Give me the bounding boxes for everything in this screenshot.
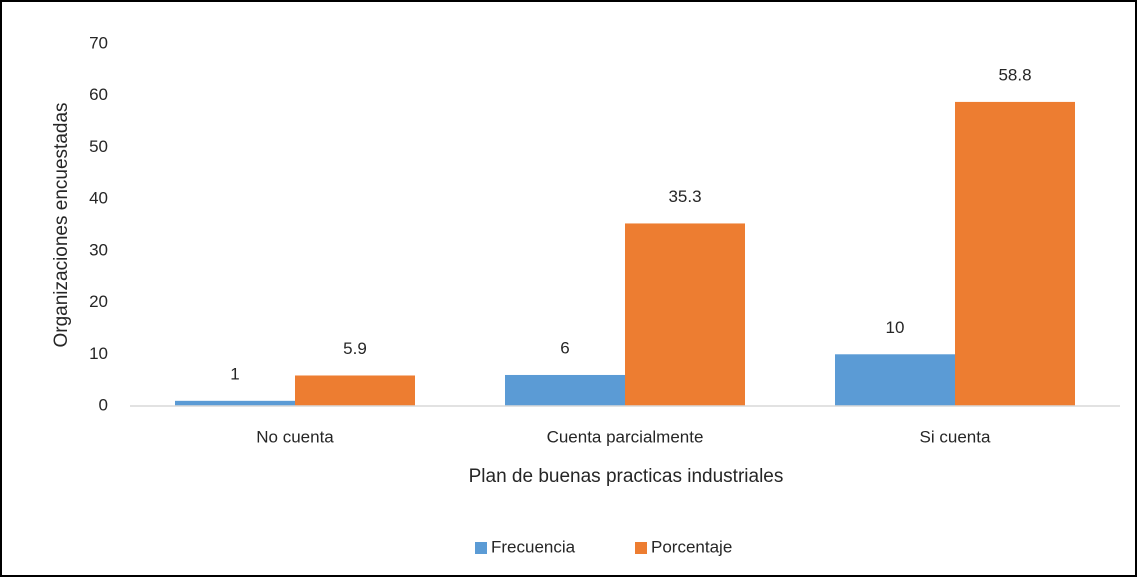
legend-swatch <box>475 542 487 554</box>
bar <box>505 374 625 406</box>
y-axis-title: Organizaciones encuestadas <box>51 102 72 347</box>
y-tick-label: 60 <box>89 85 108 104</box>
y-tick-label: 70 <box>89 33 108 52</box>
y-tick-label: 50 <box>89 137 108 156</box>
data-label: 5.9 <box>343 339 367 358</box>
legend-label: Frecuencia <box>491 537 576 556</box>
legend-swatch <box>635 542 647 554</box>
y-tick-label: 0 <box>99 395 108 414</box>
x-tick-label: Cuenta parcialmente <box>547 427 704 446</box>
y-tick-label: 20 <box>89 292 108 311</box>
data-label: 35.3 <box>668 187 701 206</box>
data-label: 58.8 <box>998 65 1031 84</box>
y-tick-label: 10 <box>89 344 108 363</box>
bar <box>835 354 955 406</box>
bar <box>625 223 745 406</box>
data-label: 6 <box>560 338 569 357</box>
bar <box>175 400 295 406</box>
x-tick-label: No cuenta <box>256 427 334 446</box>
bar <box>295 375 415 406</box>
data-label: 10 <box>886 318 905 337</box>
x-tick-label: Si cuenta <box>920 427 991 446</box>
y-tick-label: 30 <box>89 240 108 259</box>
x-axis-title: Plan de buenas practicas industriales <box>469 466 784 487</box>
bar <box>955 101 1075 407</box>
data-label: 1 <box>230 364 239 383</box>
y-tick-label: 40 <box>89 189 108 208</box>
legend-label: Porcentaje <box>651 537 732 556</box>
